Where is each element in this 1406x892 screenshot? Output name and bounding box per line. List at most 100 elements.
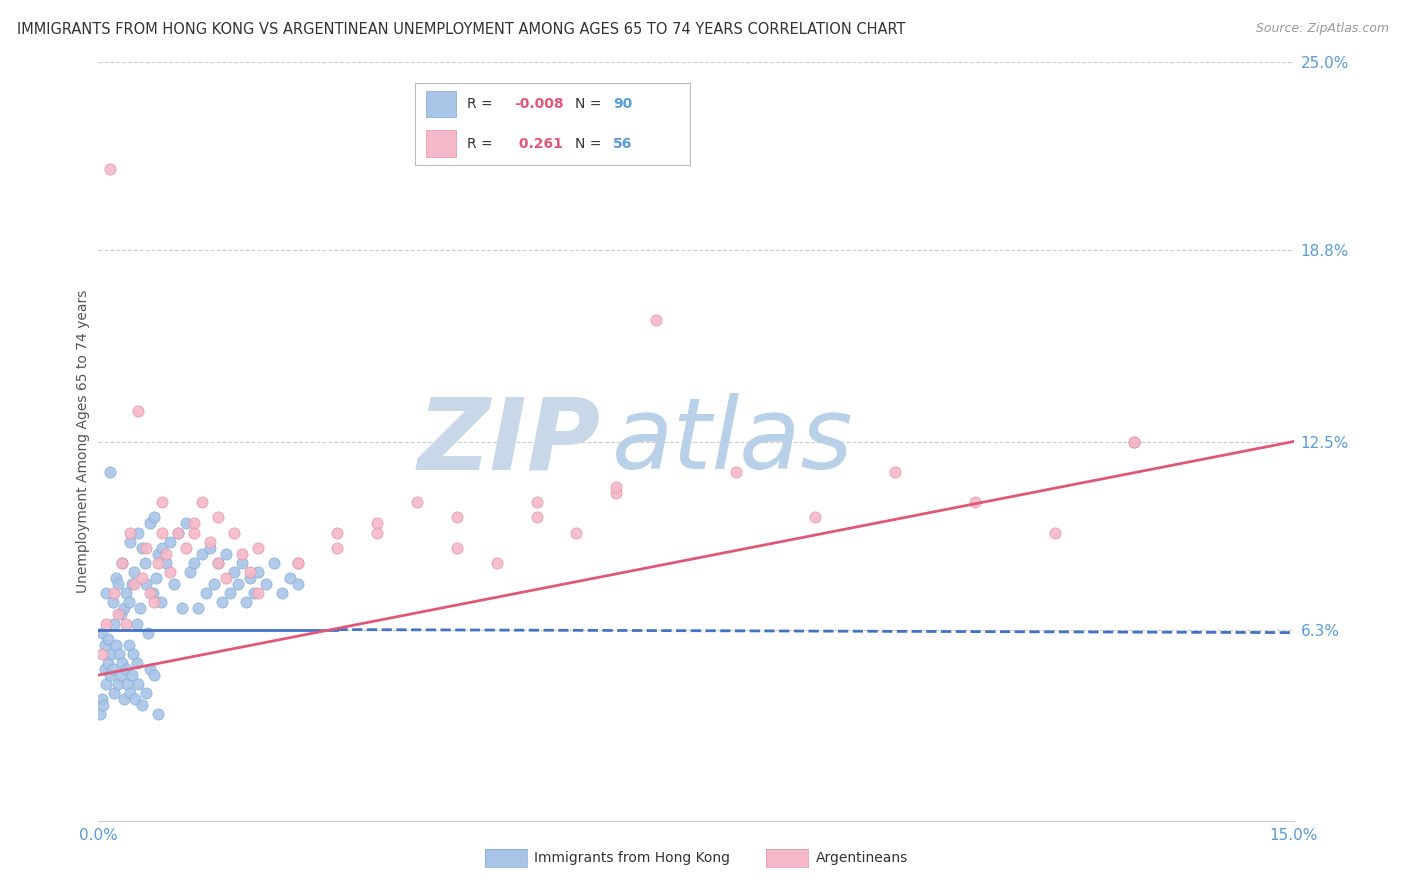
Point [446,510,468,524]
Point [131,698,153,713]
Point [120,686,142,700]
Point [115,616,138,631]
Text: Argentineans: Argentineans [815,851,908,865]
Point [111,556,134,570]
Point [118,595,141,609]
Point [127,525,149,540]
Point [150,525,173,540]
Point [167,525,190,540]
Point [191,495,214,509]
Point [215,571,238,585]
Point [118,638,141,652]
Point [110,668,132,682]
Y-axis label: Unemployment Among Ages 65 to 74 years: Unemployment Among Ages 65 to 74 years [76,290,90,593]
Point [155,547,177,561]
Point [246,586,269,600]
Point [287,577,309,591]
Point [148,547,170,561]
Point [103,686,125,700]
Point [222,525,245,540]
Point [163,577,186,591]
Point [100,647,122,661]
Point [107,607,129,622]
Point [645,313,668,327]
Point [366,525,388,540]
Point [94,638,117,652]
Point [101,595,124,609]
Point [125,656,148,670]
Point [1123,434,1146,449]
Point [96,586,118,600]
Point [287,556,309,570]
Point [143,595,166,609]
Point [115,677,138,691]
Point [485,556,508,570]
Point [326,525,349,540]
Point [115,586,138,600]
Point [125,616,148,631]
Point [91,698,114,713]
Point [121,668,143,682]
Point [326,541,349,555]
Point [1043,525,1066,540]
Point [207,510,229,524]
Point [159,565,181,579]
Point [96,677,118,691]
Point [111,656,134,670]
Point [104,571,127,585]
Point [1123,434,1146,449]
Point [89,707,111,722]
Point [270,586,292,600]
Point [124,565,146,579]
Point [183,525,205,540]
Point [222,565,245,579]
Point [91,625,114,640]
Point [183,556,205,570]
Point [143,668,166,682]
Text: Immigrants from Hong Kong: Immigrants from Hong Kong [534,851,730,865]
Point [187,601,209,615]
Point [145,571,167,585]
Point [287,556,309,570]
Point [191,547,214,561]
Point [148,556,170,570]
Point [231,547,253,561]
Point [103,616,125,631]
Point [90,692,112,706]
Point [174,516,197,531]
Point [98,668,121,682]
Point [254,577,277,591]
Point [96,616,118,631]
Point [278,571,301,585]
Point [605,480,627,494]
Text: IMMIGRANTS FROM HONG KONG VS ARGENTINEAN UNEMPLOYMENT AMONG AGES 65 TO 74 YEARS : IMMIGRANTS FROM HONG KONG VS ARGENTINEAN… [17,22,905,37]
Point [406,495,429,509]
Point [155,556,177,570]
Point [142,586,165,600]
Point [235,595,257,609]
Point [207,556,229,570]
Point [134,556,156,570]
Point [215,547,238,561]
Point [135,686,157,700]
Point [159,534,181,549]
Point [149,595,172,609]
Point [97,632,120,646]
Point [804,510,827,524]
Text: atlas: atlas [613,393,853,490]
Point [884,465,907,479]
Point [122,647,145,661]
Point [139,662,162,676]
Point [124,692,146,706]
Point [103,586,125,600]
Point [91,647,114,661]
Point [202,577,225,591]
Point [446,541,468,555]
Point [239,565,262,579]
Point [120,534,142,549]
Point [183,516,205,531]
Point [107,677,129,691]
Point [179,565,201,579]
Point [246,541,269,555]
Point [724,465,747,479]
